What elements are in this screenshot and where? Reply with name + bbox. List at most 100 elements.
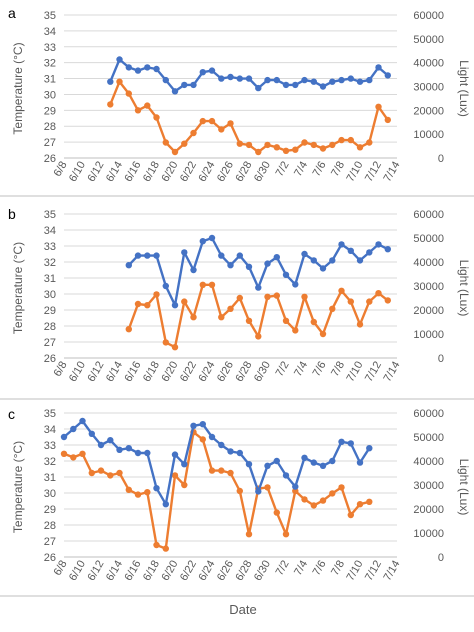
y-tick-label-right: 10000: [413, 528, 444, 540]
temperature-series-point: [273, 76, 280, 84]
light-series-point: [60, 450, 68, 457]
temperature-series-point: [338, 76, 345, 84]
temperature-series-point: [70, 425, 77, 433]
temperature-series-point: [208, 433, 216, 441]
temperature-series: [125, 234, 391, 309]
x-tick-label: 7/2: [274, 360, 292, 379]
x-tick-label: 6/30: [252, 160, 273, 185]
y-tick-label-right: 40000: [413, 456, 444, 468]
temperature-series-point: [384, 246, 391, 253]
y-tick-label: 27: [44, 337, 56, 349]
y-tick-label: 33: [44, 241, 56, 253]
light-series-point: [144, 302, 151, 309]
light-series-point: [116, 469, 123, 477]
x-tick-label: 6/26: [215, 160, 236, 185]
temperature-series-point: [273, 254, 280, 261]
temperature-series-point: [97, 441, 105, 449]
temperature-series-point: [264, 76, 271, 84]
panel-label: a: [8, 5, 16, 21]
light-series-point: [292, 327, 299, 334]
x-tick-label: 7/2: [274, 559, 292, 578]
y-tick-label: 28: [44, 121, 56, 133]
light-series-point: [134, 300, 142, 308]
y-tick-label: 34: [44, 225, 56, 237]
y-axis-label-right: Light (Lux): [457, 260, 471, 317]
y-tick-label: 33: [44, 42, 56, 54]
light-series-point: [310, 502, 317, 509]
light-series-line: [63, 431, 370, 550]
temperature-series-line: [127, 236, 389, 307]
x-tick-label: 6/10: [67, 360, 88, 385]
x-tick-label: 7/10: [344, 360, 365, 385]
light-series-point: [171, 148, 179, 156]
light-series: [60, 429, 373, 552]
temperature-series-point: [282, 81, 290, 89]
temperature-series-point: [218, 75, 225, 82]
temperature-series-point: [107, 437, 114, 444]
light-series-point: [255, 333, 262, 340]
y-tick-label: 28: [44, 520, 56, 532]
temperature-series-point: [255, 488, 262, 495]
x-tick-label: 6/22: [178, 559, 199, 584]
light-series-point: [356, 144, 364, 151]
y-tick-label-right: 60000: [413, 408, 444, 420]
light-series-point: [329, 141, 336, 149]
light-series-point: [107, 101, 114, 108]
x-tick-label: 6/14: [104, 360, 125, 385]
light-series-point: [356, 501, 364, 508]
temperature-series-point: [199, 69, 206, 76]
x-tick-label: 7/4: [292, 360, 310, 379]
light-series-point: [375, 290, 382, 297]
temperature-series-point: [171, 451, 179, 458]
y-tick-label-right: 50000: [413, 34, 444, 46]
temperature-series-point: [144, 449, 151, 457]
light-series-point: [125, 326, 132, 333]
x-tick-label: 7/8: [329, 360, 347, 379]
temperature-series-point: [338, 438, 345, 445]
light-series-point: [181, 140, 188, 147]
x-axis-ticks: 6/86/106/126/146/166/186/206/226/246/266…: [52, 556, 403, 584]
temperature-series-line: [63, 419, 371, 506]
temperature-series-point: [236, 449, 243, 457]
temperature-series-point: [356, 78, 364, 85]
temperature-series-point: [181, 461, 188, 468]
light-series-point: [70, 454, 77, 461]
temperature-series-point: [60, 433, 68, 441]
light-series-point: [282, 317, 290, 324]
x-tick-label: 6/26: [215, 559, 236, 584]
panel-c: c 26 27 28 29 30 31 32 33 34 35 0 10000 20000 30000 4…: [8, 406, 471, 583]
light-series-point: [338, 287, 345, 294]
x-tick-label: 6/12: [85, 160, 106, 185]
light-series-point: [310, 141, 317, 149]
temperature-series-point: [310, 459, 317, 466]
light-series-line: [109, 80, 389, 154]
temperature-series-point: [181, 249, 188, 256]
light-series-point: [153, 541, 160, 549]
y-tick-label: 32: [44, 257, 56, 269]
x-tick-label: 6/14: [104, 559, 125, 584]
y-tick-label-right: 30000: [413, 281, 444, 293]
panel-label: c: [8, 406, 15, 422]
x-tick-label: 7/12: [363, 559, 384, 584]
temperature-series-point: [134, 252, 142, 259]
panel-b: b 26 27 28 29 30 31 32 33 34 35 0 10000 20000 30000 4…: [8, 206, 471, 384]
light-series-point: [310, 318, 317, 326]
x-tick-label: 6/14: [104, 160, 125, 185]
left-axis-ticks: 26 27 28 29 30 31 32 33 34 35: [44, 408, 56, 564]
temperature-series-point: [282, 472, 290, 479]
y-tick-label: 34: [44, 424, 56, 436]
y-tick-label: 31: [44, 273, 56, 285]
right-axis-ticks: 0 10000 20000 30000 40000 50000 60000: [413, 10, 444, 165]
light-series-point: [116, 78, 123, 85]
right-axis-ticks: 0 10000 20000 30000 40000 50000 60000: [413, 209, 444, 365]
x-tick-label: 7/4: [292, 160, 310, 179]
light-series-point: [301, 293, 308, 300]
light-series-point: [282, 531, 290, 538]
light-series-point: [190, 129, 197, 137]
y-tick-label: 33: [44, 440, 56, 452]
series: [125, 234, 391, 351]
temperature-series-point: [273, 457, 280, 465]
y-tick-label-right: 20000: [413, 305, 444, 317]
light-series-point: [171, 472, 179, 479]
x-tick-label: 6/12: [85, 360, 106, 385]
